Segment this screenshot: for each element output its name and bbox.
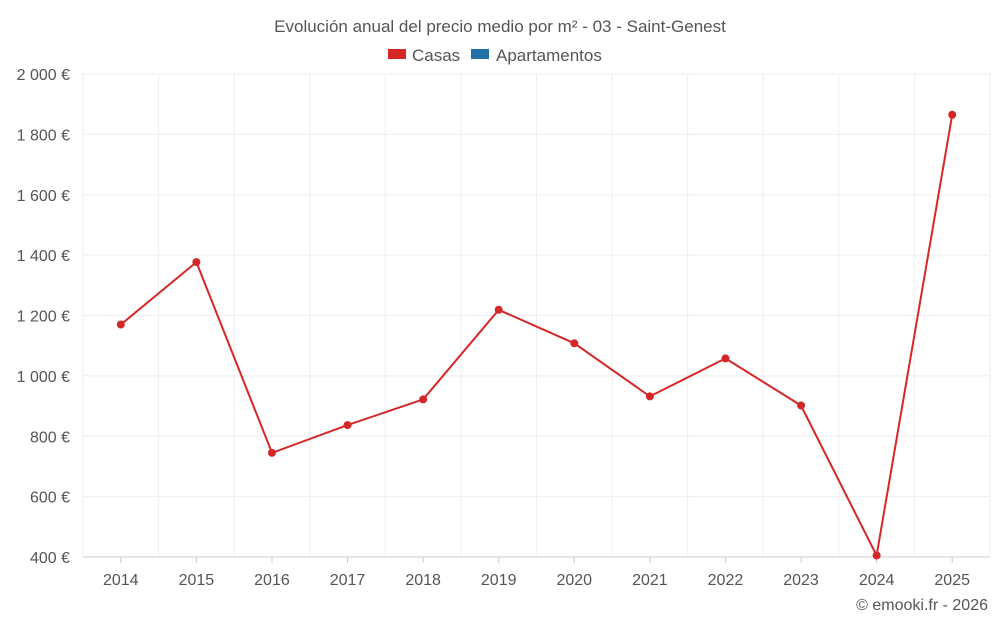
data-point[interactable] bbox=[343, 421, 352, 430]
y-tick-label: 1 000 € bbox=[17, 369, 70, 386]
x-tick-label: 2020 bbox=[556, 572, 592, 589]
legend-swatch-apartamentos bbox=[471, 49, 489, 59]
data-point[interactable] bbox=[872, 551, 881, 560]
y-tick-label: 2 000 € bbox=[17, 67, 70, 84]
y-tick-label: 1 200 € bbox=[17, 309, 70, 326]
data-point[interactable] bbox=[419, 395, 428, 404]
y-tick-label: 800 € bbox=[30, 429, 70, 446]
legend: Casas Apartamentos bbox=[388, 46, 602, 65]
x-tick-label: 2025 bbox=[934, 572, 970, 589]
grid bbox=[82, 73, 991, 557]
y-tick-label: 1 600 € bbox=[17, 188, 70, 205]
x-tick-label: 2018 bbox=[405, 572, 441, 589]
x-tick-label: 2021 bbox=[632, 572, 668, 589]
credit-text: © emooki.fr - 2026 bbox=[856, 597, 988, 614]
data-point[interactable] bbox=[494, 305, 503, 314]
x-tick-label: 2016 bbox=[254, 572, 290, 589]
x-tick-label: 2014 bbox=[103, 572, 139, 589]
legend-label-casas[interactable]: Casas bbox=[412, 46, 460, 65]
chart-title: Evolución anual del precio medio por m² … bbox=[274, 17, 726, 36]
x-tick-label: 2024 bbox=[859, 572, 895, 589]
data-point[interactable] bbox=[116, 320, 125, 329]
data-point[interactable] bbox=[721, 354, 730, 363]
legend-swatch-casas bbox=[388, 49, 406, 59]
x-tick-label: 2023 bbox=[783, 572, 819, 589]
data-point[interactable] bbox=[267, 448, 276, 457]
x-tick-label: 2015 bbox=[179, 572, 215, 589]
x-tick-label: 2019 bbox=[481, 572, 517, 589]
data-point[interactable] bbox=[570, 339, 579, 348]
x-tick-label: 2017 bbox=[330, 572, 366, 589]
data-point[interactable] bbox=[797, 401, 806, 410]
axes: 400 € 600 € 800 € 1 000 € 1 200 € 1 400 € 1 60… bbox=[17, 67, 990, 589]
legend-label-apartamentos[interactable]: Apartamentos bbox=[496, 46, 602, 65]
data-point[interactable] bbox=[192, 258, 201, 267]
data-point[interactable] bbox=[645, 392, 654, 401]
series-casas bbox=[116, 110, 957, 560]
y-tick-label: 600 € bbox=[30, 490, 70, 507]
data-point[interactable] bbox=[948, 110, 957, 119]
y-tick-label: 400 € bbox=[30, 550, 70, 567]
series-line bbox=[120, 114, 954, 559]
y-tick-label: 1 400 € bbox=[17, 248, 70, 265]
x-tick-label: 2022 bbox=[708, 572, 744, 589]
y-tick-label: 1 800 € bbox=[17, 127, 70, 144]
